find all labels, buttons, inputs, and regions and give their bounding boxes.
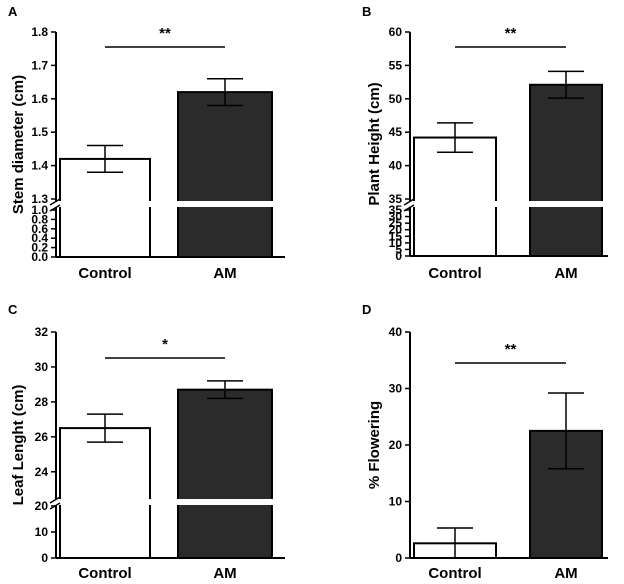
y-tick-label: 60 <box>389 25 403 39</box>
bar-am <box>529 83 603 257</box>
y-axis-label: Plant Height (cm) <box>366 82 383 205</box>
y-tick-label: 0 <box>395 551 402 565</box>
panel-letter: D <box>362 302 371 317</box>
x-tick-label: AM <box>554 265 577 282</box>
x-tick-label: Control <box>78 265 131 282</box>
axis-break-mark <box>49 502 61 510</box>
y-tick-label: 10 <box>35 525 49 539</box>
significance-label: ** <box>159 25 171 42</box>
y-axis-label: Stem diameter (cm) <box>10 75 27 214</box>
bar-control <box>413 136 497 258</box>
chart-panel-b: B Plant Height (cm) 35 40 45 50 55 60 0510152025… <box>362 4 612 282</box>
y-tick-label: 32 <box>35 325 49 339</box>
y-tick-label: 0.8 <box>31 212 48 226</box>
y-tick-label: 24 <box>35 465 49 479</box>
y-tick-label: 35 <box>389 203 403 217</box>
x-tick-label: Control <box>78 565 131 582</box>
chart-panel-d: D % Flowering 0 10 20 30 40 Control AM ** <box>362 302 608 582</box>
y-tick-label: 0.4 <box>31 231 48 245</box>
y-tick-label: 25 <box>389 216 403 230</box>
y-tick-label: 20 <box>389 438 403 452</box>
bar-am <box>177 388 273 559</box>
x-tick-label: AM <box>554 565 577 582</box>
axis-break-mark <box>49 496 61 504</box>
y-tick-label: 1.8 <box>31 25 48 39</box>
y-axis-label: Leaf Lenght (cm) <box>10 385 27 506</box>
y-tick-label: 1.4 <box>31 159 48 173</box>
significance-label: * <box>162 336 168 353</box>
chart-panel-a: A Stem diameter (cm) 1.3 1.4 1.5 1.6 1.7 1.8 0.0… <box>8 4 289 282</box>
bar-am <box>177 91 273 259</box>
y-tick-label: 30 <box>389 382 403 396</box>
x-tick-label: AM <box>213 265 236 282</box>
y-axis-label: % Flowering <box>366 401 383 489</box>
y-tick-label: 0 <box>395 249 402 263</box>
y-tick-label: 0.6 <box>31 222 48 236</box>
y-tick-label: 35 <box>389 192 403 206</box>
axis-break-mark <box>49 198 61 206</box>
y-tick-label: 20 <box>35 499 49 513</box>
y-tick-label: 1.0 <box>31 203 48 217</box>
y-tick-label: 55 <box>389 58 403 72</box>
y-tick-label: 1.3 <box>31 192 48 206</box>
axis-break-gap <box>50 201 289 207</box>
y-tick-label: 20 <box>389 223 403 237</box>
x-tick-label: Control <box>428 265 481 282</box>
axis-break-gap <box>404 201 612 207</box>
y-tick-label: 40 <box>389 325 403 339</box>
bar-control <box>59 427 151 559</box>
y-tick-label: 26 <box>35 430 49 444</box>
significance-label: ** <box>505 25 517 42</box>
x-tick-label: AM <box>213 565 236 582</box>
y-tick-label: 1.7 <box>31 58 48 72</box>
y-tick-label: 30 <box>389 210 403 224</box>
y-tick-label: 0.0 <box>31 250 48 264</box>
axis-break-mark <box>403 204 415 212</box>
y-tick-label: 40 <box>389 159 403 173</box>
y-tick-label: 0.2 <box>31 241 48 255</box>
x-tick-label: Control <box>428 565 481 582</box>
y-tick-label: 10 <box>389 495 403 509</box>
y-tick-label: 10 <box>389 236 403 250</box>
y-tick-label: 5 <box>395 242 402 256</box>
y-tick-label: 15 <box>389 229 403 243</box>
chart-panel-c: C Leaf Lenght (cm) 24 26 28 30 32 0 10 20 Control A… <box>8 302 289 582</box>
panel-letter: C <box>8 302 18 317</box>
y-tick-label: 50 <box>389 92 403 106</box>
bar-control <box>59 157 151 258</box>
y-tick-label: 1.6 <box>31 92 48 106</box>
axis-break-gap <box>50 499 289 505</box>
axis-break-mark <box>49 204 61 212</box>
y-tick-label: 28 <box>35 395 49 409</box>
y-tick-label: 45 <box>389 125 403 139</box>
y-tick-label: 30 <box>35 360 49 374</box>
panel-letter: A <box>8 4 18 19</box>
panel-letter: B <box>362 4 371 19</box>
y-tick-label: 1.5 <box>31 125 48 139</box>
significance-label: ** <box>505 341 517 358</box>
y-tick-label: 0 <box>41 551 48 565</box>
axis-break-mark <box>403 198 415 206</box>
